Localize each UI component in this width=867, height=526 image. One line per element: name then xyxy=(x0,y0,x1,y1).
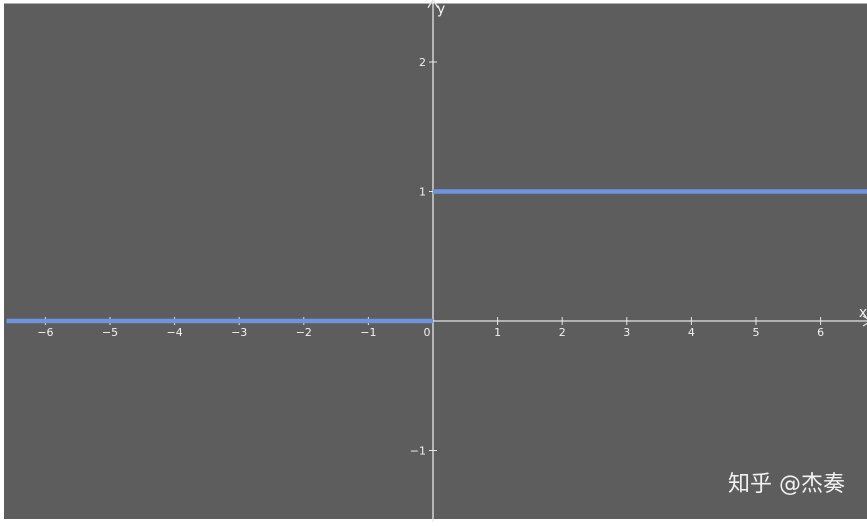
x-axis-arrow xyxy=(862,315,867,327)
x-tick-label: −2 xyxy=(296,326,312,339)
y-tick-label: 1 xyxy=(419,186,426,199)
x-tick-label: 6 xyxy=(817,326,824,339)
x-tick-label: 5 xyxy=(753,326,760,339)
plot-background xyxy=(4,3,867,519)
x-tick-label: −3 xyxy=(231,326,247,339)
watermark-text: 知乎 @杰奏 xyxy=(728,472,845,497)
x-tick-label: 0 xyxy=(424,326,431,339)
x-axis-label: x xyxy=(859,305,867,321)
x-tick-label: 1 xyxy=(494,326,501,339)
x-tick-label: −1 xyxy=(360,326,376,339)
x-tick-label: −4 xyxy=(166,326,182,339)
y-tick-label: −1 xyxy=(410,445,426,458)
x-tick-label: −5 xyxy=(102,326,118,339)
x-tick-label: 3 xyxy=(623,326,630,339)
y-axis-label: y xyxy=(437,2,445,18)
x-tick-label: 4 xyxy=(688,326,695,339)
y-tick-label: 2 xyxy=(419,56,426,69)
x-tick-label: −6 xyxy=(37,326,53,339)
x-tick-label: 2 xyxy=(559,326,566,339)
y-axis-arrow xyxy=(427,0,439,9)
